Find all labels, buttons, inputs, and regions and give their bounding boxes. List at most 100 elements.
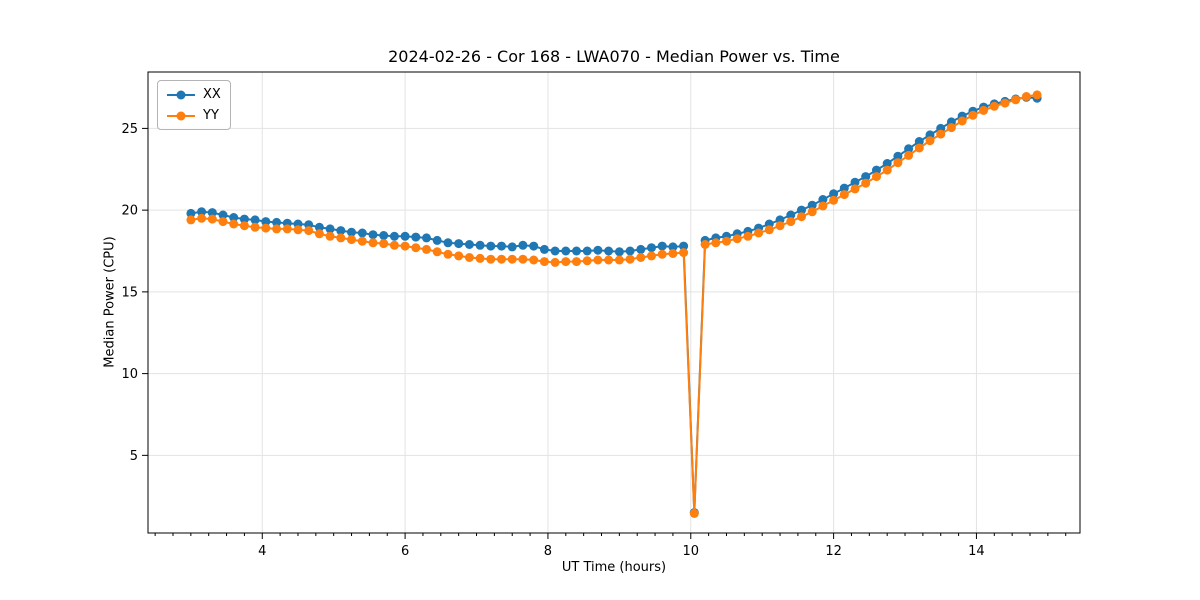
gridlines: [148, 72, 1080, 533]
series-yy-marker: [336, 233, 346, 243]
series-xx-marker: [389, 231, 399, 241]
series-xx-marker: [561, 246, 571, 256]
x-tick-label: 4: [258, 544, 266, 559]
series-yy-marker: [357, 236, 367, 246]
series-yy-marker: [443, 249, 453, 259]
series-yy-marker: [422, 244, 431, 254]
series-xx-marker: [872, 165, 881, 175]
series-yy-marker: [775, 221, 785, 231]
x-axis-label: UT Time (hours): [561, 560, 667, 575]
series-xx-marker: [229, 213, 239, 222]
series-yy-marker: [979, 105, 989, 115]
series-xx-marker: [839, 183, 849, 193]
series-yy-marker: [400, 241, 410, 251]
series-xx-marker: [829, 189, 839, 199]
series-yy-marker: [261, 223, 271, 233]
series-yy-marker: [529, 255, 539, 265]
y-tick-label: 15: [121, 285, 138, 300]
series-yy-marker: [657, 249, 667, 259]
series-yy-marker: [1021, 92, 1031, 101]
series-yy-marker: [250, 222, 260, 232]
series-yy-marker: [647, 251, 656, 261]
x-tick-label: 14: [968, 544, 985, 559]
series-xx-marker: [357, 228, 367, 238]
y-tick-label: 5: [130, 449, 138, 464]
series-xx-marker: [239, 214, 249, 224]
legend-line-marker-yy-icon: [167, 111, 195, 120]
y-tick-label: 10: [121, 367, 138, 382]
series-yy-marker: [807, 207, 817, 217]
series-xx-marker: [861, 172, 871, 182]
series-yy-marker: [572, 257, 581, 267]
series-xx-marker: [679, 241, 689, 251]
series-xx-marker: [218, 210, 228, 220]
series-xx-marker: [347, 227, 356, 237]
series-yy-marker: [700, 240, 710, 249]
series-yy-marker: [850, 184, 860, 194]
series-xx-marker: [529, 241, 539, 251]
series-yy-marker: [304, 226, 314, 236]
series-yy-marker: [732, 234, 742, 244]
series-yy-marker: [507, 254, 517, 264]
series-yy-marker: [743, 231, 753, 241]
series-yy-marker: [925, 136, 935, 146]
series-xx-marker: [625, 246, 635, 256]
series-yy-marker: [689, 508, 699, 518]
legend-label-xx: XX: [203, 87, 221, 102]
series-yy-marker: [464, 253, 474, 262]
series-yy-marker: [946, 123, 956, 133]
legend-line-marker-xx-icon: [167, 90, 195, 99]
series-xx-marker: [582, 246, 592, 256]
series-yy-marker: [914, 143, 924, 153]
series-yy-marker: [861, 178, 871, 188]
series-yy-marker: [839, 190, 849, 200]
series-xx-marker: [647, 243, 656, 253]
series-xx-marker: [336, 226, 346, 236]
series-yy-marker: [347, 235, 356, 245]
series-xx-marker: [507, 242, 517, 252]
series-xx-marker: [261, 217, 271, 227]
series-yy-marker: [764, 225, 774, 235]
legend: XX YY: [157, 80, 231, 130]
series-yy-marker: [968, 110, 978, 120]
series-yy-marker: [1011, 95, 1021, 105]
y-axis-label: Median Power (CPU): [102, 236, 118, 368]
y-tick-label: 25: [121, 122, 138, 137]
series-yy-marker: [604, 255, 614, 265]
series-xx-marker: [518, 240, 528, 250]
series-yy-marker: [957, 116, 967, 126]
series-xx-marker: [604, 246, 614, 256]
series-yy-marker: [786, 217, 796, 227]
series-yy-marker: [379, 239, 389, 249]
series-yy-marker: [893, 158, 903, 168]
series-yy-marker: [486, 254, 496, 264]
series-yy-marker: [518, 254, 528, 264]
series-yy-marker: [454, 251, 464, 261]
y-tick-label: 20: [121, 204, 138, 219]
series-xx-marker: [786, 210, 796, 220]
series-yy-marker: [218, 217, 228, 227]
series-xx-marker: [539, 244, 549, 254]
x-tick-label: 10: [683, 544, 700, 559]
series-xx-marker: [593, 245, 603, 255]
series-yy-marker: [550, 257, 560, 267]
series-xx-marker: [636, 244, 646, 254]
series-yy-marker: [882, 165, 892, 175]
series-yy-marker: [636, 253, 646, 262]
x-tick-label: 8: [544, 544, 552, 559]
chart-title: 2024-02-26 - Cor 168 - LWA070 - Median P…: [388, 47, 840, 66]
series-xx-marker: [486, 241, 496, 251]
series-xx-marker: [914, 137, 924, 146]
series-xx-marker: [314, 222, 324, 232]
legend-label-yy: YY: [203, 108, 219, 123]
series-yy-marker: [625, 254, 635, 264]
series-yy-marker: [411, 243, 421, 253]
series-yy-marker: [432, 247, 442, 257]
series-yy-marker: [797, 212, 806, 222]
series-xx-marker: [550, 246, 560, 256]
series-xx-marker: [325, 224, 335, 234]
series-yy-marker: [829, 195, 839, 205]
y-axis: 5 10 15 20 25: [121, 122, 148, 464]
